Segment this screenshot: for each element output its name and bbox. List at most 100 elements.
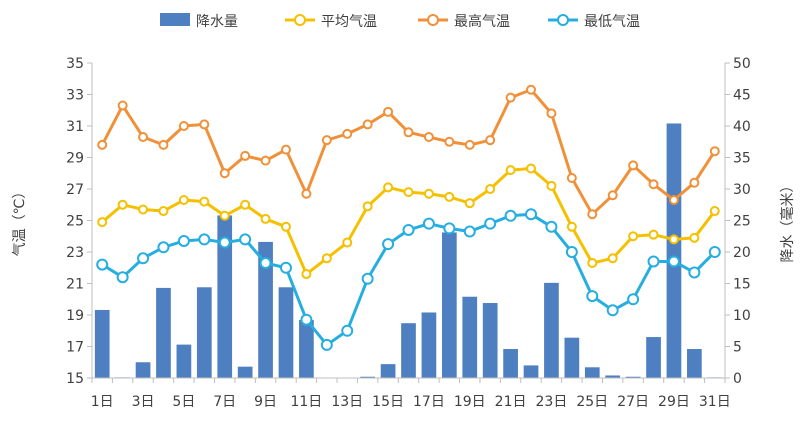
left-tick-label: 23	[66, 245, 84, 261]
series-point-3	[443, 222, 456, 235]
series-point-3	[545, 220, 558, 233]
precipitation-bar	[421, 312, 437, 378]
precipitation-bar	[503, 349, 518, 378]
right-tick-label: 0	[733, 371, 742, 387]
axes: 15 17 19 21 23 25 27 29 31 33 35 0 5 10 15 20 25 30 35 40 45…	[12, 56, 796, 410]
right-tick-label: 50	[733, 56, 751, 72]
series-point-2	[566, 172, 577, 183]
legend-swatch-marker	[427, 14, 439, 26]
series-point-1	[260, 213, 271, 224]
series-point-1	[240, 199, 251, 210]
series-point-1	[403, 187, 414, 198]
x-tick-label: 21日	[495, 394, 527, 410]
series-point-2	[199, 119, 210, 130]
series-point-2	[260, 155, 271, 166]
precipitation-bar	[605, 375, 621, 378]
series-point-1	[444, 191, 455, 202]
legend-label: 平均气温	[321, 14, 377, 30]
right-tick-label: 35	[733, 151, 751, 167]
x-tick-label: 31日	[699, 394, 731, 410]
series-point-1	[138, 204, 149, 215]
precipitation-bar	[544, 282, 559, 378]
precipitation-bar	[217, 215, 233, 378]
series-point-2	[117, 100, 128, 111]
series-point-1	[709, 206, 720, 217]
series-point-2	[628, 160, 639, 171]
x-tick-label: 27日	[617, 394, 649, 410]
right-axis-title: 降水（毫米）	[779, 179, 796, 263]
series-point-1	[321, 253, 332, 264]
series-point-1	[526, 163, 537, 174]
precipitation-bar	[176, 344, 192, 378]
precipitation-bar	[564, 337, 580, 378]
series-point-2	[403, 127, 414, 138]
left-tick-label: 19	[66, 308, 84, 324]
series-point-1	[97, 217, 108, 228]
series-point-3	[525, 208, 538, 221]
x-tick-label: 1日	[91, 394, 114, 410]
series-point-3	[422, 217, 435, 230]
series-point-1	[566, 221, 577, 232]
left-tick-label: 15	[66, 371, 84, 387]
series-point-2	[138, 132, 149, 143]
series-point-3	[708, 246, 721, 258]
series-point-2	[158, 139, 169, 150]
series-point-1	[383, 182, 394, 193]
left-tick-label: 27	[66, 182, 84, 198]
precipitation-bar	[156, 287, 171, 378]
series-point-2	[485, 135, 496, 146]
x-tick-label: 3日	[132, 394, 155, 410]
precipitation-bar	[299, 320, 314, 378]
x-tick-label: 7日	[213, 394, 236, 410]
series-point-1	[301, 269, 312, 280]
x-tick-label: 9日	[254, 394, 277, 410]
series-point-1	[689, 232, 700, 243]
left-axis-title: 气温（℃）	[12, 185, 28, 257]
legend-label: 最低气温	[584, 14, 640, 30]
series-point-1	[199, 196, 210, 207]
x-tick-label: 5日	[172, 394, 195, 410]
precipitation-bar	[625, 376, 641, 378]
series-point-3	[402, 223, 415, 236]
series-point-3	[96, 258, 109, 271]
precipitation-bar	[441, 232, 457, 378]
precipitation-bar	[135, 362, 151, 378]
series-point-2	[342, 128, 353, 139]
series-point-2	[689, 177, 700, 188]
x-tick-label: 13日	[331, 394, 363, 410]
precipitation-bar	[462, 296, 478, 378]
series-point-3	[606, 304, 619, 317]
right-tick-label: 30	[733, 182, 751, 198]
precipitation-bar	[360, 376, 376, 378]
precipitation-bar	[258, 241, 273, 378]
series-point-3	[157, 241, 170, 254]
series-point-2	[526, 84, 537, 95]
series-point-2	[444, 136, 455, 147]
series-point-1	[546, 180, 557, 191]
series-point-3	[341, 324, 354, 337]
series-point-2	[709, 146, 720, 157]
series-point-1	[668, 234, 679, 245]
precipitation-bar	[523, 365, 539, 378]
series-point-3	[279, 261, 292, 274]
precipitation-bar	[401, 323, 416, 378]
x-tick-label: 17日	[413, 394, 445, 410]
precipitation-bar	[94, 309, 110, 378]
precipitation-bar	[380, 364, 396, 378]
series-point-3	[320, 338, 333, 351]
right-tick-label: 40	[733, 119, 751, 135]
series-point-2	[587, 209, 598, 220]
series-point-1	[464, 198, 475, 209]
series-point-2	[362, 119, 373, 130]
left-tick-label: 29	[66, 151, 84, 167]
right-tick-label: 15	[733, 277, 751, 293]
series-point-2	[505, 92, 516, 103]
x-tick-label: 15日	[372, 394, 404, 410]
series-point-2	[464, 139, 475, 150]
precipitation-bar	[687, 349, 702, 378]
series-point-1	[607, 253, 618, 264]
left-tick-label: 31	[66, 119, 84, 135]
precipitation-bar	[237, 366, 253, 378]
precipitation-bar	[482, 303, 498, 378]
series-point-1	[362, 201, 373, 212]
